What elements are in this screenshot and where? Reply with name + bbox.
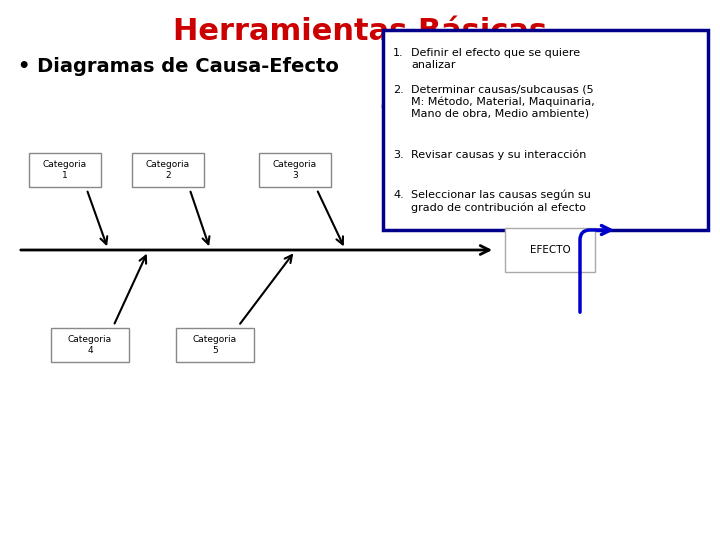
FancyBboxPatch shape [383, 30, 708, 230]
Text: Categoria
4: Categoria 4 [68, 335, 112, 355]
Text: EFECTO: EFECTO [530, 245, 570, 255]
FancyBboxPatch shape [176, 328, 254, 362]
FancyBboxPatch shape [29, 153, 101, 187]
Text: 1.: 1. [393, 48, 404, 58]
Text: 4.: 4. [393, 190, 404, 200]
Text: Categoria
5: Categoria 5 [193, 335, 237, 355]
Text: Categoria
3: Categoria 3 [273, 160, 317, 180]
Text: Seleccionar las causas según su
grado de contribución al efecto: Seleccionar las causas según su grado de… [411, 190, 591, 213]
Text: Herramientas Básicas: Herramientas Básicas [173, 17, 547, 46]
Text: Categoria
2: Categoria 2 [146, 160, 190, 180]
Text: Definir el efecto que se quiere
analizar: Definir el efecto que se quiere analizar [411, 48, 580, 70]
FancyBboxPatch shape [132, 153, 204, 187]
Text: 2.: 2. [393, 85, 404, 95]
FancyBboxPatch shape [505, 228, 595, 272]
Text: • Diagramas de Causa-Efecto: • Diagramas de Causa-Efecto [18, 57, 339, 76]
Text: Revisar causas y su interacción: Revisar causas y su interacción [411, 150, 586, 160]
FancyBboxPatch shape [259, 153, 331, 187]
Text: Determinar causas/subcausas (5
M: Método, Material, Maquinaria,
Mano de obra, Me: Determinar causas/subcausas (5 M: Método… [411, 85, 595, 119]
FancyBboxPatch shape [51, 328, 129, 362]
Text: 3.: 3. [393, 150, 404, 160]
Text: Categoria
1: Categoria 1 [43, 160, 87, 180]
